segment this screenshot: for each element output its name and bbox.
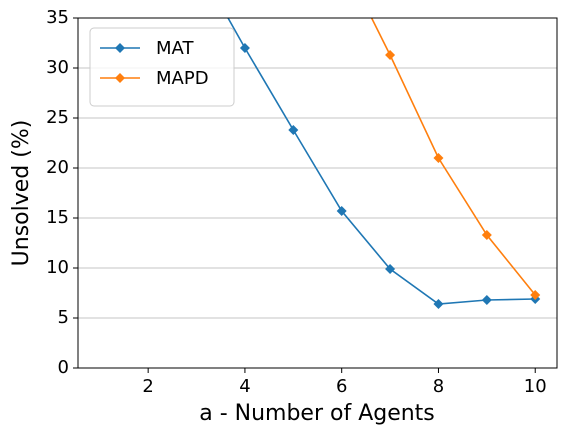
series-line xyxy=(227,18,536,305)
y-tick-label: 20 xyxy=(46,157,69,178)
legend-label: MAT xyxy=(156,38,194,59)
y-tick-label: 15 xyxy=(46,207,69,228)
legend-marker xyxy=(115,43,125,53)
marker xyxy=(288,125,299,135)
y-tick-label: 30 xyxy=(46,57,69,78)
marker xyxy=(433,153,444,163)
y-tick-label: 0 xyxy=(58,357,69,378)
x-tick-label: 10 xyxy=(524,376,547,397)
x-axis-label: a - Number of Agents xyxy=(199,401,435,426)
x-tick-label: 2 xyxy=(142,376,153,397)
x-tick-label: 8 xyxy=(433,376,444,397)
marker xyxy=(385,264,396,274)
marker xyxy=(481,295,492,305)
y-tick-label: 5 xyxy=(58,307,69,328)
y-tick-label: 10 xyxy=(46,257,69,278)
y-tick-label: 35 xyxy=(46,7,69,28)
y-axis-label: Unsolved (%) xyxy=(9,120,34,267)
marker xyxy=(433,299,444,309)
marker xyxy=(481,230,492,240)
marker xyxy=(336,206,347,216)
marker xyxy=(530,290,541,300)
y-tick-label: 25 xyxy=(46,107,69,128)
x-tick-label: 6 xyxy=(336,376,347,397)
x-tick-label: 4 xyxy=(239,376,250,397)
marker xyxy=(385,50,396,60)
legend-marker xyxy=(115,73,125,83)
marker xyxy=(239,43,250,53)
legend-label: MAPD xyxy=(156,68,209,89)
axes-frame xyxy=(77,17,558,369)
